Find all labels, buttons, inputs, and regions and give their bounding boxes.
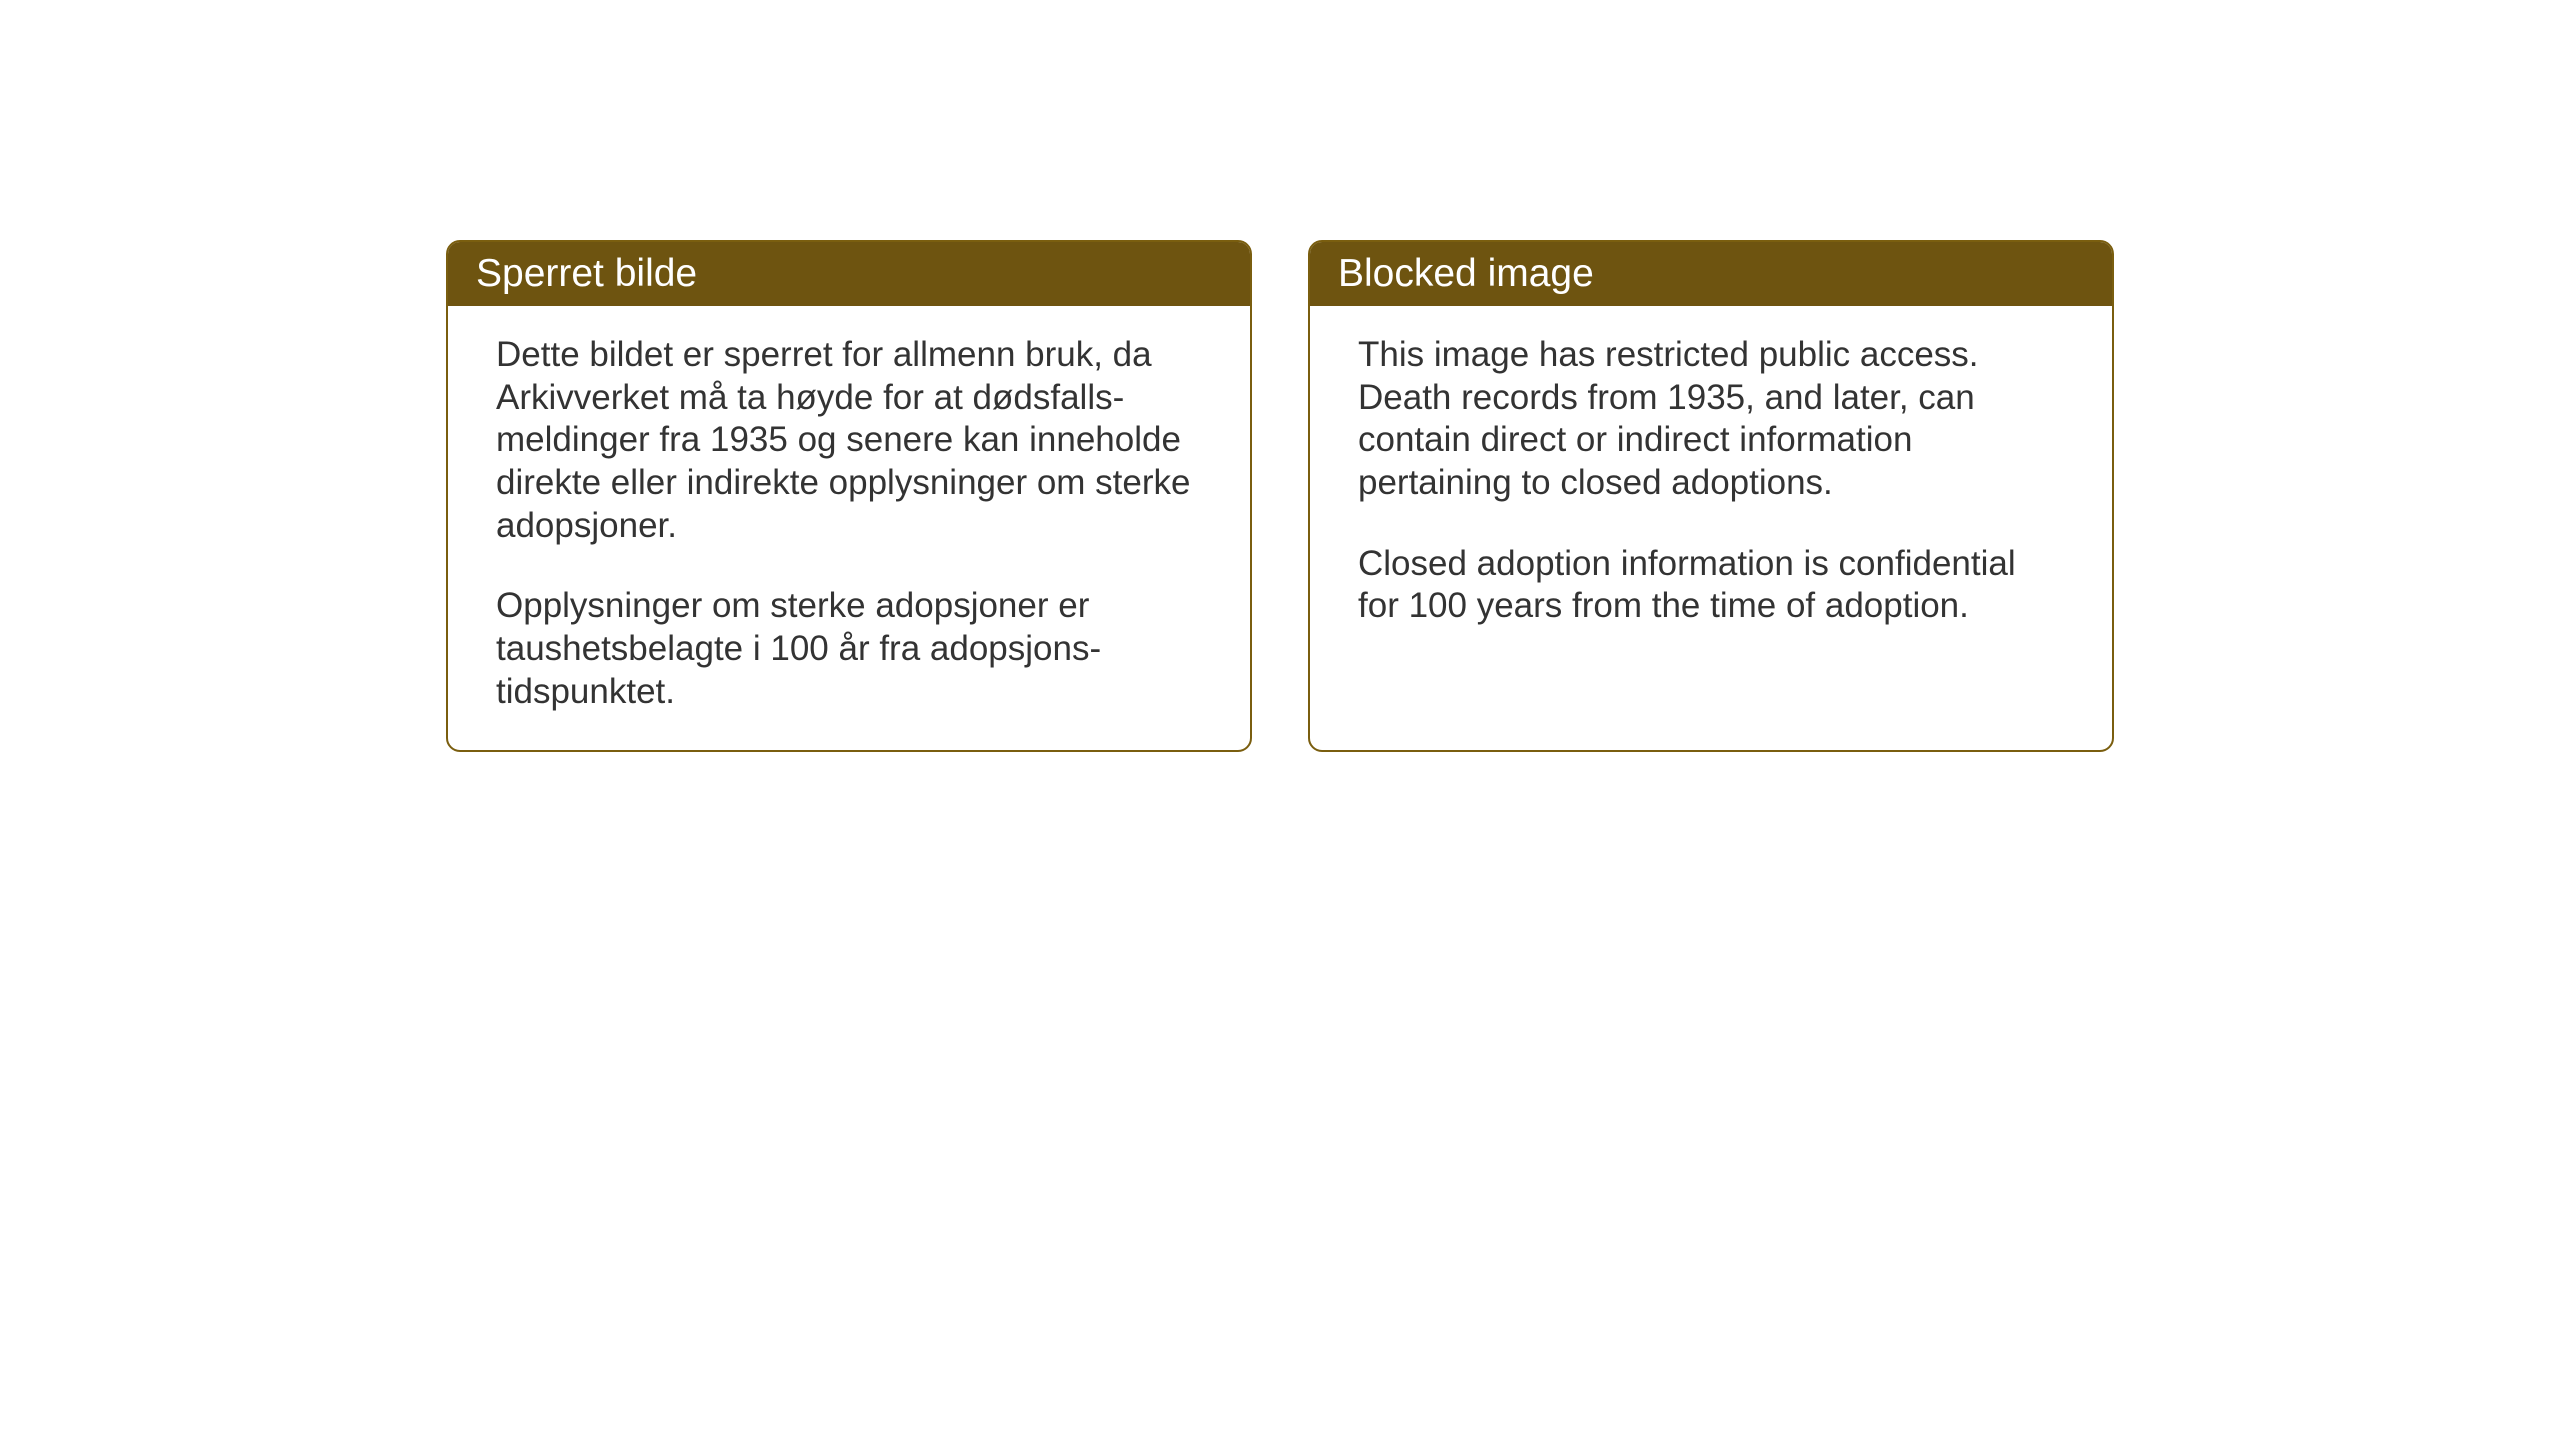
header-text: Blocked image [1338, 252, 1594, 295]
notice-card-norwegian: Sperret bilde Dette bildet er sperret fo… [446, 240, 1252, 752]
header-text: Sperret bilde [476, 252, 697, 295]
notice-container: Sperret bilde Dette bildet er sperret fo… [446, 240, 2114, 752]
notice-header-norwegian: Sperret bilde [448, 242, 1250, 306]
paragraph-1: Dette bildet er sperret for allmenn bruk… [496, 334, 1202, 547]
notice-body-norwegian: Dette bildet er sperret for allmenn bruk… [448, 306, 1250, 750]
paragraph-2: Closed adoption information is confident… [1358, 543, 2064, 628]
notice-body-english: This image has restricted public access.… [1310, 306, 2112, 664]
notice-header-english: Blocked image [1310, 242, 2112, 306]
paragraph-2: Opplysninger om sterke adopsjoner er tau… [496, 585, 1202, 713]
paragraph-1: This image has restricted public access.… [1358, 334, 2064, 505]
notice-card-english: Blocked image This image has restricted … [1308, 240, 2114, 752]
